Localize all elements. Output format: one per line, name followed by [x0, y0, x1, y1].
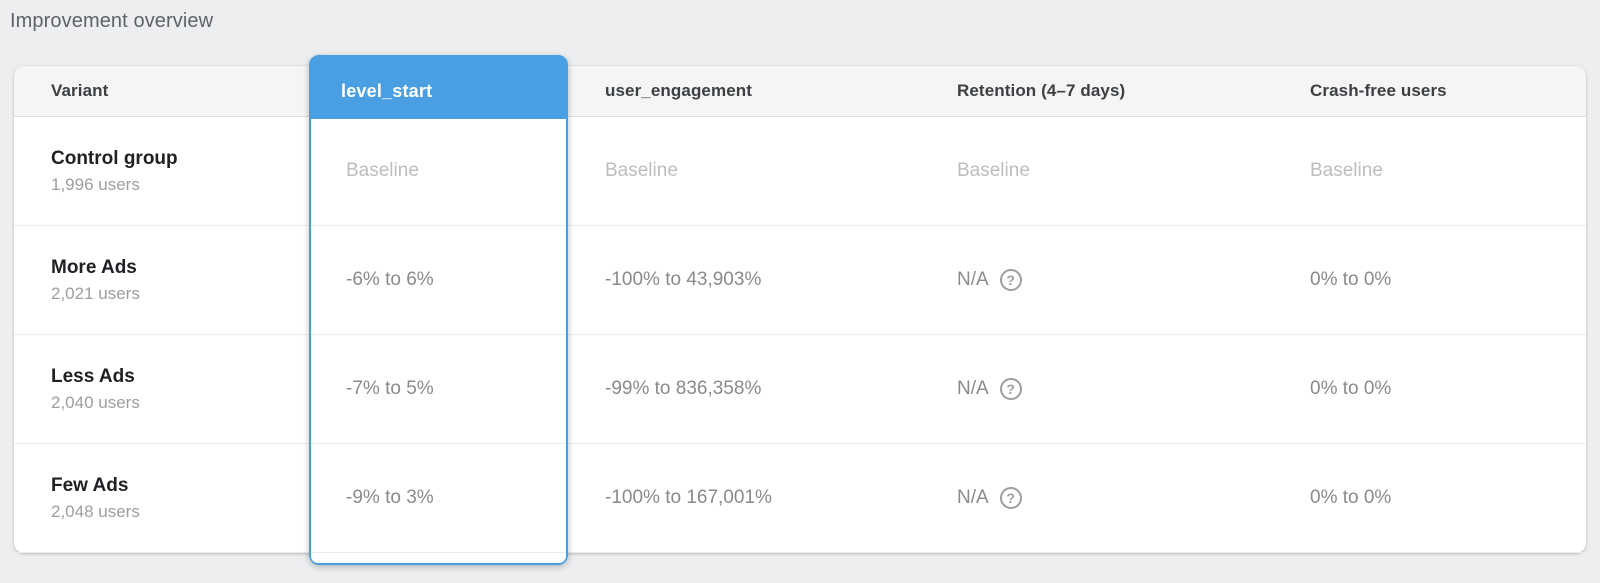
table-row-more-ads: More Ads 2,021 users -6% to 6% -100% to …	[14, 226, 1586, 335]
column-header-retention[interactable]: Retention (4–7 days)	[957, 81, 1126, 100]
variant-user-count: 2,040 users	[51, 392, 140, 412]
crash-free-value: 0% to 0%	[1310, 487, 1392, 508]
level-start-value: Baseline	[346, 160, 419, 181]
selected-column-label: level_start	[341, 80, 433, 101]
column-header-user-engagement[interactable]: user_engagement	[605, 81, 752, 100]
variant-cell: Control group 1,996 users	[14, 117, 309, 225]
variant-cell: Less Ads 2,040 users	[14, 335, 309, 443]
crash-free-value: Baseline	[1310, 160, 1383, 181]
retention-value: Baseline	[957, 160, 1030, 181]
table-row-control-group: Control group 1,996 users Baseline Basel…	[14, 117, 1586, 226]
crash-free-value: 0% to 0%	[1310, 269, 1392, 290]
user-engagement-value: -100% to 167,001%	[605, 487, 772, 508]
variant-name: Less Ads	[51, 365, 135, 387]
help-icon[interactable]: ?	[999, 487, 1022, 509]
help-icon[interactable]: ?	[999, 269, 1022, 291]
variant-user-count: 2,021 users	[51, 283, 140, 303]
column-header-variant: Variant	[51, 81, 109, 100]
table-row-few-ads: Few Ads 2,048 users -9% to 3% -100% to 1…	[14, 444, 1586, 553]
level-start-value: -9% to 3%	[346, 487, 434, 508]
help-icon[interactable]: ?	[999, 378, 1022, 400]
retention-value: N/A ?	[920, 444, 1273, 552]
variant-name: Control group	[51, 147, 178, 169]
page-title: Improvement overview	[10, 10, 214, 32]
retention-value: N/A ?	[920, 226, 1273, 334]
improvement-overview-table: Variant user_engagement Retention (4–7 d…	[14, 55, 1586, 565]
table-header-row: Variant user_engagement Retention (4–7 d…	[14, 66, 1586, 117]
variant-cell: Few Ads 2,048 users	[14, 444, 309, 552]
level-start-value: -6% to 6%	[346, 269, 434, 290]
variant-cell: More Ads 2,021 users	[14, 226, 309, 334]
crash-free-value: 0% to 0%	[1310, 378, 1392, 399]
retention-text: N/A	[957, 269, 989, 290]
user-engagement-value: -100% to 43,903%	[605, 269, 762, 290]
variant-name: More Ads	[51, 256, 137, 278]
retention-text: N/A	[957, 378, 989, 399]
retention-text: N/A	[957, 487, 989, 508]
column-header-level-start[interactable]: level_start	[311, 57, 566, 119]
level-start-value: -7% to 5%	[346, 378, 434, 399]
user-engagement-value: Baseline	[605, 160, 678, 181]
retention-value: N/A ?	[920, 335, 1273, 443]
variant-name: Few Ads	[51, 474, 129, 496]
table-row-less-ads: Less Ads 2,040 users -7% to 5% -99% to 8…	[14, 335, 1586, 444]
column-header-crash-free[interactable]: Crash-free users	[1310, 81, 1447, 100]
variant-user-count: 2,048 users	[51, 501, 140, 521]
variant-user-count: 1,996 users	[51, 174, 140, 194]
selected-column-footer	[311, 553, 566, 563]
user-engagement-value: -99% to 836,358%	[605, 378, 762, 399]
